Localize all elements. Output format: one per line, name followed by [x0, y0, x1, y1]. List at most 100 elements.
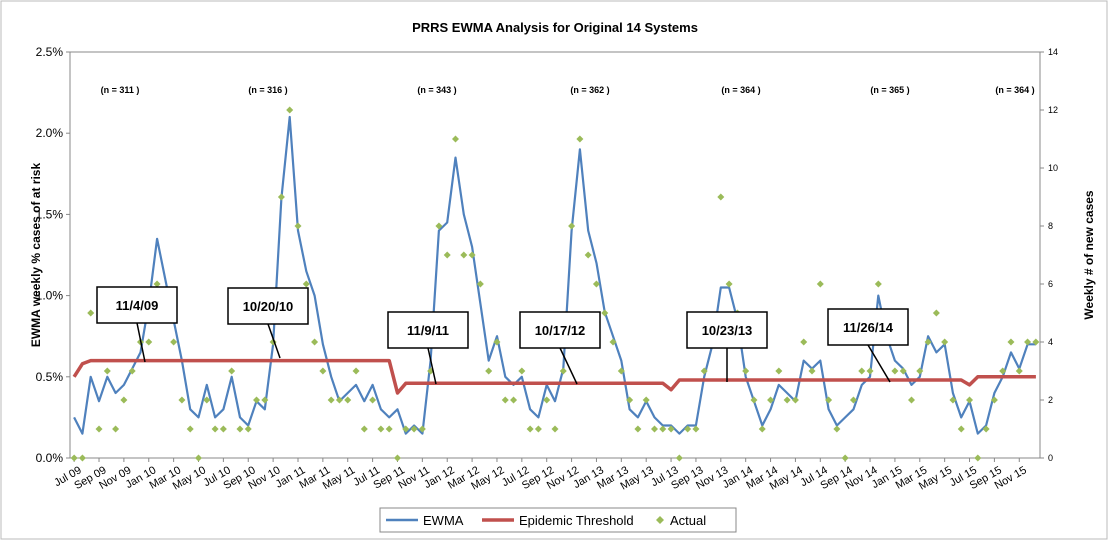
actual-point	[302, 280, 310, 288]
actual-point	[692, 425, 700, 433]
actual-point	[874, 280, 882, 288]
n-label: (n = 364 )	[721, 85, 760, 95]
actual-point	[758, 425, 766, 433]
y-tick-label: 1.0%	[36, 289, 64, 303]
actual-point	[601, 309, 609, 317]
actual-point	[568, 222, 576, 230]
actual-point	[95, 425, 103, 433]
actual-point	[941, 338, 949, 346]
actual-point	[833, 425, 841, 433]
annotation-box	[827, 308, 909, 346]
actual-point	[990, 396, 998, 404]
actual-point	[891, 367, 899, 375]
actual-point	[311, 338, 319, 346]
y2-tick-label: 2	[1048, 395, 1053, 405]
actual-point	[410, 425, 418, 433]
actual-point	[592, 280, 600, 288]
actual-point	[327, 396, 335, 404]
y2-tick-label: 4	[1048, 337, 1053, 347]
actual-point	[195, 454, 203, 462]
actual-point	[700, 367, 708, 375]
actual-point	[617, 367, 625, 375]
actual-point	[145, 338, 153, 346]
actual-point	[170, 338, 178, 346]
actual-point	[203, 396, 211, 404]
actual-point	[609, 338, 617, 346]
y-tick-label: 0.5%	[36, 370, 64, 384]
actual-point	[924, 338, 932, 346]
annotation-label: 11/9/11	[407, 323, 449, 338]
actual-point	[443, 251, 451, 259]
actual-point	[982, 425, 990, 433]
actual-point	[957, 425, 965, 433]
annotation-label: 11/4/09	[116, 298, 159, 313]
actual-point	[393, 454, 401, 462]
legend-label: EWMA	[423, 513, 464, 528]
actual-point	[120, 396, 128, 404]
actual-point	[576, 135, 584, 143]
actual-point	[659, 425, 667, 433]
y-tick-label: 2.0%	[36, 126, 64, 140]
actual-point	[559, 367, 567, 375]
annotation-pointer	[136, 322, 146, 363]
actual-point	[841, 454, 849, 462]
actual-point	[551, 425, 559, 433]
actual-point	[1007, 338, 1015, 346]
actual-point	[742, 367, 750, 375]
actual-point	[219, 425, 227, 433]
actual-point	[253, 396, 261, 404]
actual-point	[1024, 338, 1032, 346]
actual-point	[510, 396, 518, 404]
actual-point	[277, 193, 285, 201]
y-tick-label: 0.0%	[36, 451, 64, 465]
n-label: (n = 362 )	[570, 85, 609, 95]
actual-point	[626, 396, 634, 404]
actual-point	[974, 454, 982, 462]
n-label: (n = 316 )	[248, 85, 287, 95]
actual-point	[717, 193, 725, 201]
y2-tick-label: 14	[1048, 47, 1058, 57]
annotation-pointer	[559, 347, 578, 385]
actual-point	[949, 396, 957, 404]
annotation-box	[96, 286, 178, 324]
annotation-label: 10/17/12	[535, 323, 586, 338]
annotation-box	[686, 311, 768, 349]
actual-point	[899, 367, 907, 375]
actual-point	[791, 396, 799, 404]
actual-point	[750, 396, 758, 404]
plot-area	[69, 51, 1041, 459]
actual-point	[675, 454, 683, 462]
actual-point	[103, 367, 111, 375]
actual-point	[932, 309, 940, 317]
annotation-pointer	[427, 347, 437, 385]
actual-point	[667, 425, 675, 433]
annotation-label: 10/23/13	[702, 323, 753, 338]
actual-point	[385, 425, 393, 433]
actual-point	[584, 251, 592, 259]
series-line	[72, 358, 1036, 395]
actual-point	[476, 280, 484, 288]
chart-title: PRRS EWMA Analysis for Original 14 Syste…	[412, 20, 698, 35]
annotation-label: 10/20/10	[243, 299, 294, 314]
y2-axis-title: Weekly # of new cases	[1082, 190, 1096, 320]
actual-point	[360, 425, 368, 433]
y-axis-title: EWMA weekly % cases of at risk	[29, 163, 43, 348]
actual-point	[377, 425, 385, 433]
actual-point	[866, 367, 874, 375]
actual-point	[435, 222, 443, 230]
actual-point	[534, 425, 542, 433]
n-label: (n = 343 )	[417, 85, 456, 95]
n-label: (n = 311 )	[101, 85, 140, 95]
annotation-pointer	[267, 323, 281, 359]
actual-point	[767, 396, 775, 404]
legend-box	[379, 507, 737, 533]
actual-point	[825, 396, 833, 404]
actual-point	[849, 396, 857, 404]
actual-point	[1032, 338, 1040, 346]
actual-point	[452, 135, 460, 143]
annotation-pointer	[867, 344, 891, 383]
actual-point	[418, 425, 426, 433]
actual-point	[261, 396, 269, 404]
